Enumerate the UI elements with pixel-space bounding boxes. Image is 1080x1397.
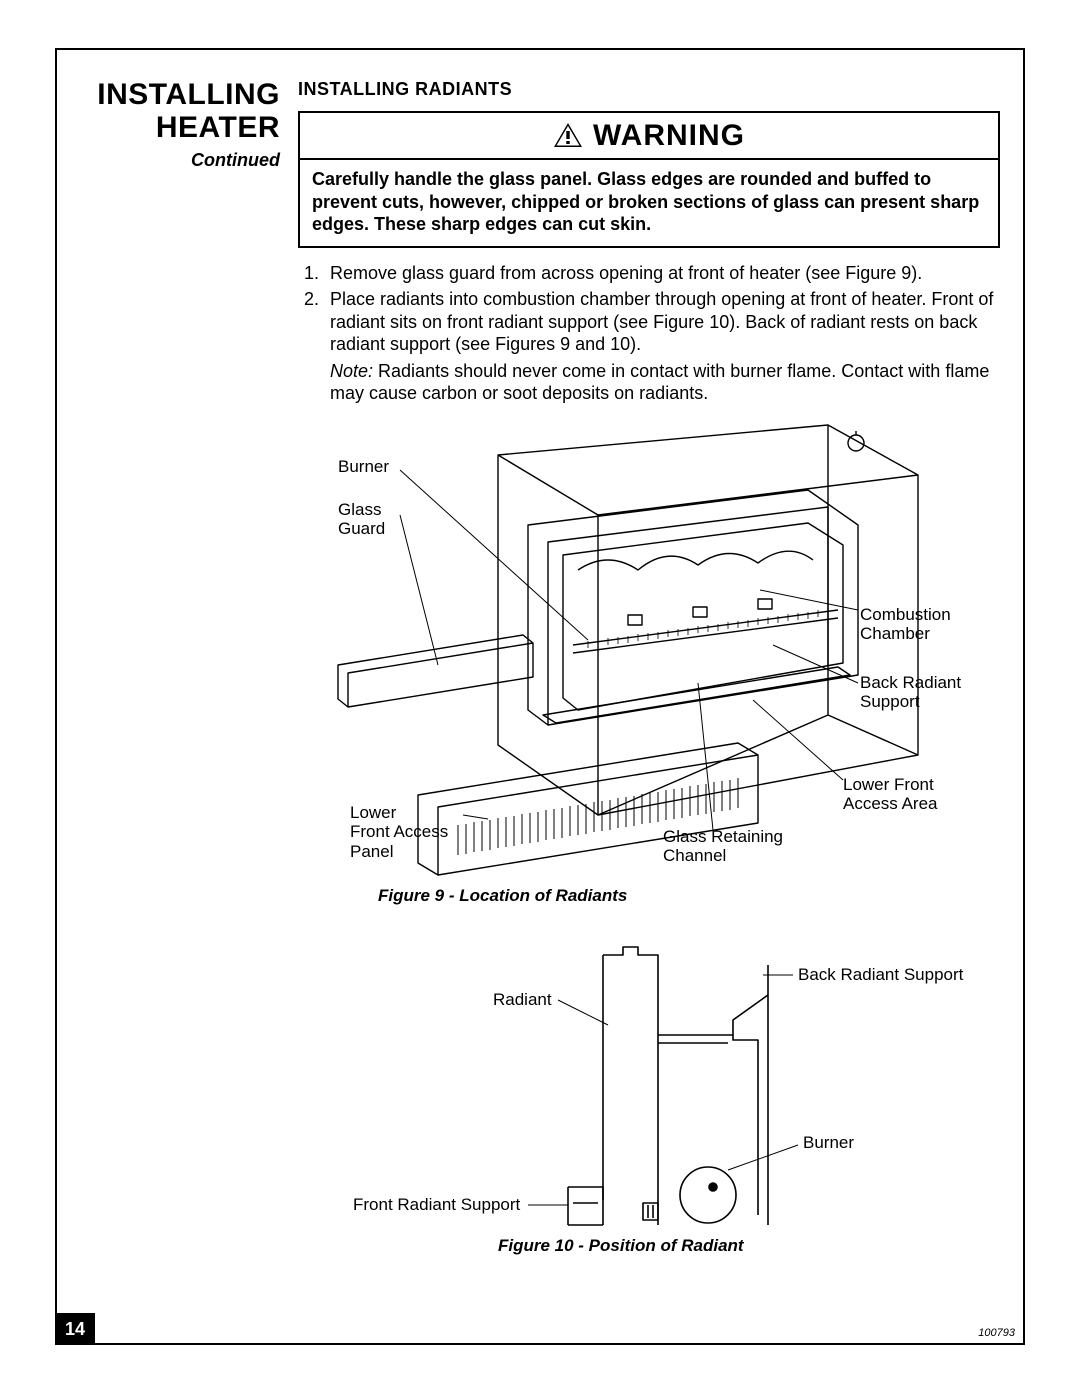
note-label: Note: <box>330 361 373 381</box>
label-combustion-chamber: Combustion Chamber <box>860 605 951 644</box>
label-burner-2: Burner <box>803 1133 854 1153</box>
page-content: INSTALLING HEATER Continued INSTALLING R… <box>80 78 1000 1317</box>
label-back-radiant-support-2: Back Radiant Support <box>798 965 963 985</box>
continued-label: Continued <box>80 150 280 171</box>
section-subheading: INSTALLING RADIANTS <box>298 78 1000 101</box>
label-lower-front-access-area: Lower Front Access Area <box>843 775 938 814</box>
step-2: Place radiants into combustion chamber t… <box>324 288 1000 356</box>
page-number: 14 <box>55 1313 95 1345</box>
title-line2: HEATER <box>156 111 280 144</box>
note-text: Radiants should never come in contact wi… <box>330 361 989 404</box>
label-front-radiant-support: Front Radiant Support <box>353 1195 520 1215</box>
title-line1: INSTALLING <box>97 78 280 111</box>
doc-id: 100793 <box>978 1327 1015 1339</box>
figure-10-caption: Figure 10 - Position of Radiant <box>498 1235 744 1256</box>
warning-header: WARNING <box>300 113 998 161</box>
left-column: INSTALLING HEATER Continued <box>80 78 280 1317</box>
label-glass-retaining-channel: Glass Retaining Channel <box>663 827 783 866</box>
label-back-radiant-support: Back Radiant Support <box>860 673 961 712</box>
label-burner: Burner <box>338 457 389 477</box>
warning-icon <box>553 122 583 148</box>
right-column: INSTALLING RADIANTS WARNING Carefully ha… <box>298 78 1000 1317</box>
label-radiant: Radiant <box>493 990 552 1010</box>
note: Note: Radiants should never come in cont… <box>298 360 1000 405</box>
figure-9: Burner Glass Guard Lower Front Access Pa… <box>298 415 1000 925</box>
instruction-steps: Remove glass guard from across opening a… <box>298 262 1000 356</box>
figure-10: Radiant Back Radiant Support Burner Fron… <box>298 935 1000 1265</box>
warning-box: WARNING Carefully handle the glass panel… <box>298 111 1000 248</box>
step-1: Remove glass guard from across opening a… <box>324 262 1000 285</box>
warning-body: Carefully handle the glass panel. Glass … <box>300 160 998 246</box>
label-lower-front-access-panel: Lower Front Access Panel <box>350 803 448 862</box>
warning-title: WARNING <box>593 117 745 155</box>
main-title: INSTALLING HEATER <box>80 78 280 144</box>
figure-9-caption: Figure 9 - Location of Radiants <box>378 885 627 906</box>
label-glass-guard: Glass Guard <box>338 500 385 539</box>
